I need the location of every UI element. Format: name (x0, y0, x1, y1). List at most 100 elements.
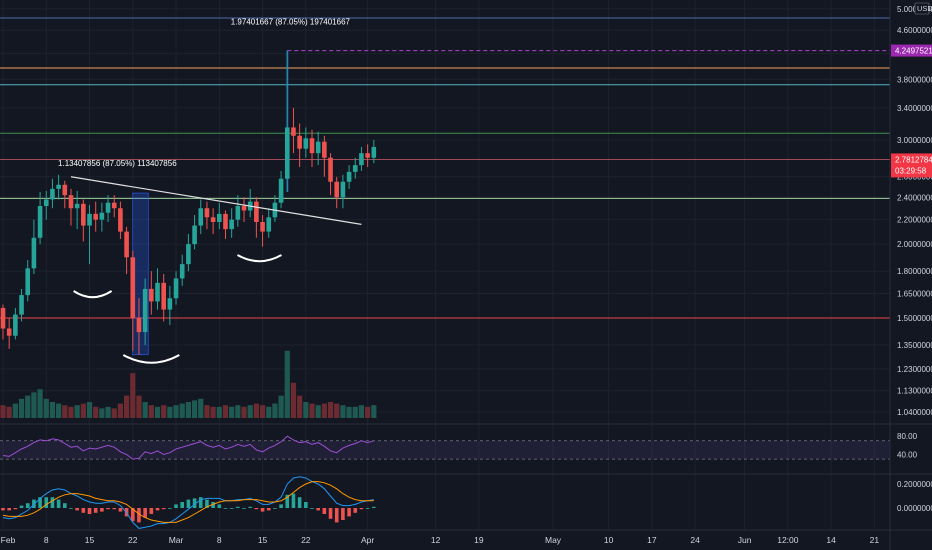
macd-histogram-bar (75, 508, 79, 511)
macd-histogram-bar (291, 493, 296, 508)
candle-body (13, 314, 18, 336)
volume-bar (198, 398, 204, 418)
macd-histogram-bar (106, 508, 110, 510)
volume-bar (62, 405, 68, 418)
candle-body (210, 217, 216, 222)
head-arc[interactable] (122, 354, 180, 364)
price-tick-label: 4.6000000 (897, 26, 932, 35)
volume-bar (18, 398, 25, 418)
macd-histogram-bar (297, 497, 302, 508)
macd-histogram-bar (93, 508, 98, 513)
volume-bar (346, 406, 352, 418)
volume-bar (235, 405, 241, 418)
currency-badge[interactable] (914, 2, 930, 15)
time-tick-label: 22 (301, 535, 311, 545)
volume-bar (93, 406, 99, 418)
volume-bar (358, 405, 365, 418)
candle-body (297, 135, 302, 149)
volume-bar (124, 395, 130, 418)
macd-histogram-bar (161, 508, 166, 510)
annotations: 1.97401667 (87.05%) 197401667 1.13407856 … (58, 18, 351, 168)
price-tick-label: 1.5000000 (897, 314, 932, 323)
macd-tick-label: 0.00000000 (897, 504, 932, 513)
volume-bar (204, 405, 210, 418)
candle-body (315, 141, 321, 154)
candle-body (260, 221, 265, 232)
candle-body (328, 157, 333, 182)
candle-body (179, 264, 185, 279)
volume-bar (309, 403, 315, 418)
candle-body (371, 146, 377, 158)
price-tick-label: 2.0000000 (897, 240, 932, 249)
candle-body (334, 181, 340, 198)
volume-bar (284, 350, 290, 418)
volume-bar (334, 403, 340, 418)
volume-bar (86, 402, 93, 418)
time-tick-label: Mar (169, 535, 184, 545)
left-shoulder-arc[interactable] (73, 290, 113, 299)
candle-body (43, 199, 49, 207)
price-tick-label: 1.6500000 (897, 290, 932, 299)
macd-histogram-bar (118, 508, 123, 512)
macd-histogram-bar (242, 508, 246, 509)
volume-bar (31, 392, 37, 418)
volume-bar (25, 395, 31, 418)
macd-histogram-bar (87, 508, 92, 514)
macd-histogram-bar (365, 508, 370, 509)
macd-histogram-bar (174, 504, 178, 508)
time-tick-label: Feb (1, 535, 16, 545)
candle-body (254, 201, 259, 222)
time-tick-label: 8 (217, 535, 222, 545)
candle-body (87, 213, 92, 226)
price-tick-label: 2.2000000 (897, 216, 932, 225)
price-tick-label: 1.8000000 (897, 267, 932, 276)
candle-body (186, 244, 191, 265)
candle-body (352, 165, 358, 172)
rsi-band (0, 440, 890, 460)
time-axis[interactable]: Feb 8 15 22 Mar 8 15 22 Apr 12 19 May 10 17 24 Jun 12:00… (1, 535, 880, 545)
time-tick-label: 14 (826, 535, 836, 545)
candle-body (118, 208, 123, 232)
candle-body (62, 184, 68, 196)
volume-bar (247, 405, 253, 418)
time-tick-label: 12:00 (777, 535, 799, 545)
macd-histogram-bar (229, 508, 234, 509)
volume-bar (340, 405, 346, 418)
volume-bar (290, 382, 297, 418)
volume-bar (327, 402, 334, 418)
rsi-pane (0, 435, 890, 460)
trendline[interactable] (70, 176, 362, 225)
measure-label: 1.97401667 (87.05%) 197401667 (231, 18, 351, 27)
candle-body (56, 184, 61, 189)
candle-body (142, 288, 148, 333)
macd-histogram-bar (347, 508, 351, 517)
time-tick-label: 15 (85, 535, 95, 545)
macd-histogram-bar (223, 508, 228, 509)
macd-histogram-bar (236, 506, 240, 508)
right-shoulder-arc[interactable] (236, 254, 282, 263)
volume-bar (56, 403, 62, 418)
macd-histogram-bar (217, 504, 222, 508)
macd-histogram-bar (359, 508, 364, 510)
candles (0, 50, 377, 355)
price-axis[interactable]: 5.00000004.60000004.20000003.80000003.40… (897, 2, 932, 513)
volume-bar (191, 400, 198, 418)
volume-bar (216, 406, 222, 418)
macd-histogram-bar (50, 497, 55, 508)
volume-bar (37, 389, 43, 418)
volume-bar (222, 405, 229, 418)
macd-histogram-bar (211, 502, 215, 508)
price-tick-label: 1.1300000 (897, 387, 932, 396)
signal-line (2, 481, 374, 523)
macd-histogram-bar (205, 499, 209, 508)
drawings[interactable] (70, 176, 362, 364)
macd-histogram-bar (322, 508, 327, 514)
price-tick-label: 3.4000000 (897, 104, 932, 113)
time-tick-label: 12 (431, 535, 441, 545)
candle-body (149, 288, 154, 302)
candle-body (124, 231, 129, 258)
macd-histogram-bar (260, 508, 265, 512)
volume-bar (12, 403, 18, 418)
